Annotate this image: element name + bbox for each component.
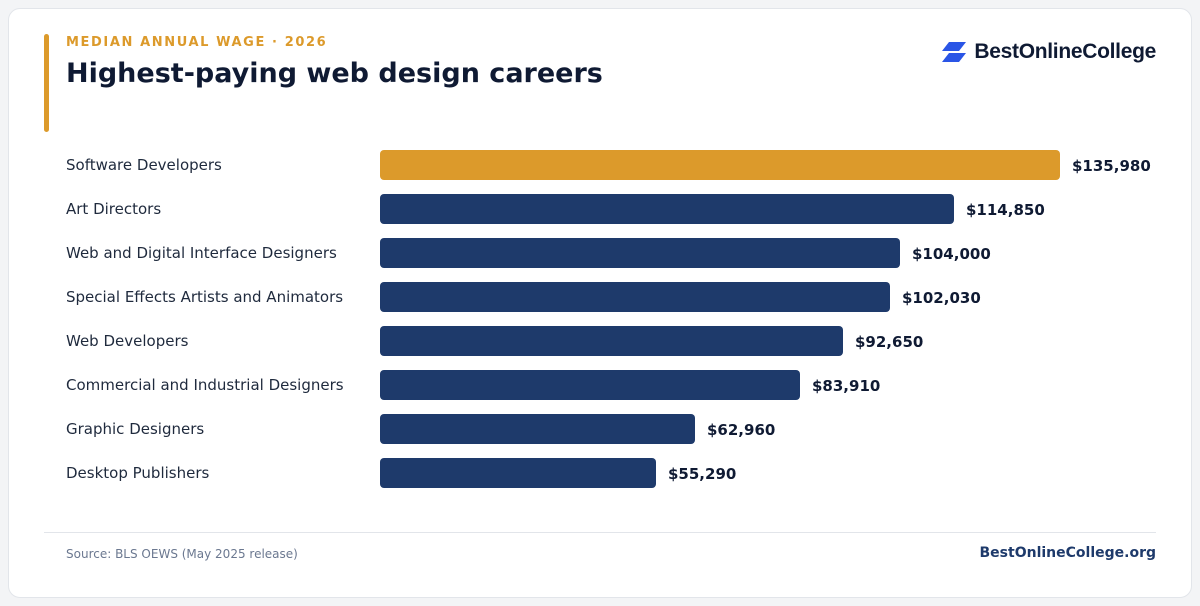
category-label: Graphic Designers [66,420,204,438]
category-label: Web Developers [66,332,189,350]
bar [380,414,695,444]
bar [380,458,656,488]
bar [380,326,843,356]
value-label: $135,980 [1072,157,1151,175]
footer-url: BestOnlineCollege.org [979,545,1156,561]
category-label: Web and Digital Interface Designers [66,244,337,262]
category-label: Art Directors [66,200,161,218]
value-label: $55,290 [668,465,736,483]
value-label: $92,650 [855,333,923,351]
value-label: $83,910 [812,377,880,395]
category-label: Software Developers [66,156,222,174]
value-label: $104,000 [912,245,991,263]
chart-title: Highest-paying web design careers [66,58,603,89]
brand-name: BestOnlineCollege [974,40,1156,63]
source-note: Source: BLS OEWS (May 2025 release) [66,547,298,561]
brand-logo: BestOnlineCollege [942,40,1156,64]
value-label: $62,960 [707,421,775,439]
category-label: Desktop Publishers [66,464,209,482]
bar [380,150,1060,180]
bar [380,370,800,400]
accent-bar [44,34,49,132]
chart-eyebrow: MEDIAN ANNUAL WAGE · 2026 [66,35,328,50]
bar [380,282,890,312]
category-label: Special Effects Artists and Animators [66,288,343,306]
bar [380,194,954,224]
footer-divider [44,532,1156,533]
value-label: $114,850 [966,201,1045,219]
stacked-parallelogram-logo-icon [942,42,967,62]
category-label: Commercial and Industrial Designers [66,376,344,394]
bar [380,238,900,268]
value-label: $102,030 [902,289,981,307]
